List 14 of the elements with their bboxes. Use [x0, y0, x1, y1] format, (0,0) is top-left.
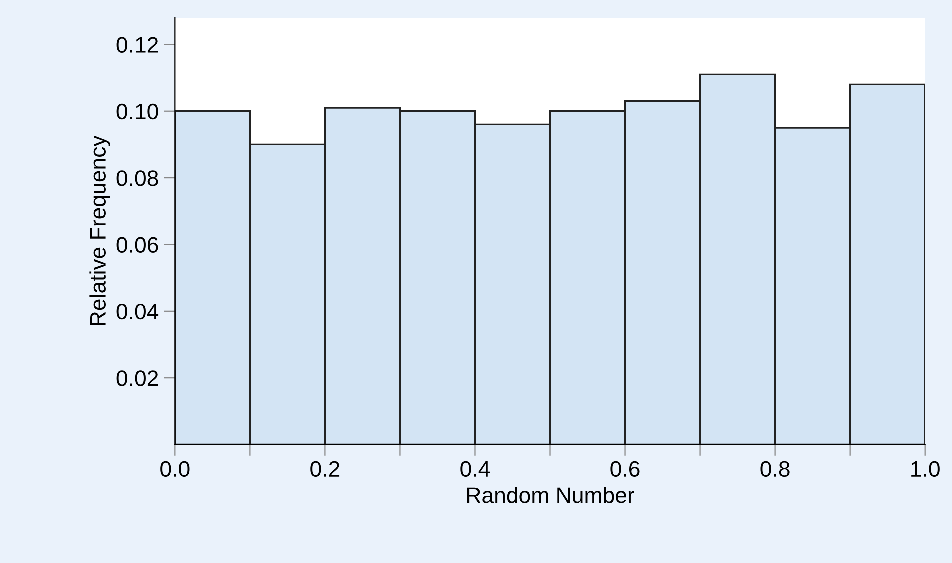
x-tick-label: 0.4 [460, 461, 490, 478]
y-tick-label: 0.12 [116, 37, 158, 53]
y-axis-title: Relative Frequency [90, 136, 110, 326]
x-tick-label: 0.8 [760, 461, 790, 478]
y-tick-label: 0.04 [116, 304, 159, 320]
x-tick-label: 0.6 [610, 461, 640, 478]
y-tick-label: 0.10 [116, 104, 158, 120]
x-tick-label: 1.0 [912, 461, 940, 478]
x-tick-label: 0.2 [310, 461, 340, 478]
y-tick-label: 0.02 [116, 370, 158, 386]
x-tick-label: 0.0 [160, 461, 190, 478]
x-axis-title: Random Number [467, 487, 634, 504]
y-tick-label: 0.06 [116, 237, 158, 253]
y-tick-label: 0.08 [116, 170, 158, 186]
